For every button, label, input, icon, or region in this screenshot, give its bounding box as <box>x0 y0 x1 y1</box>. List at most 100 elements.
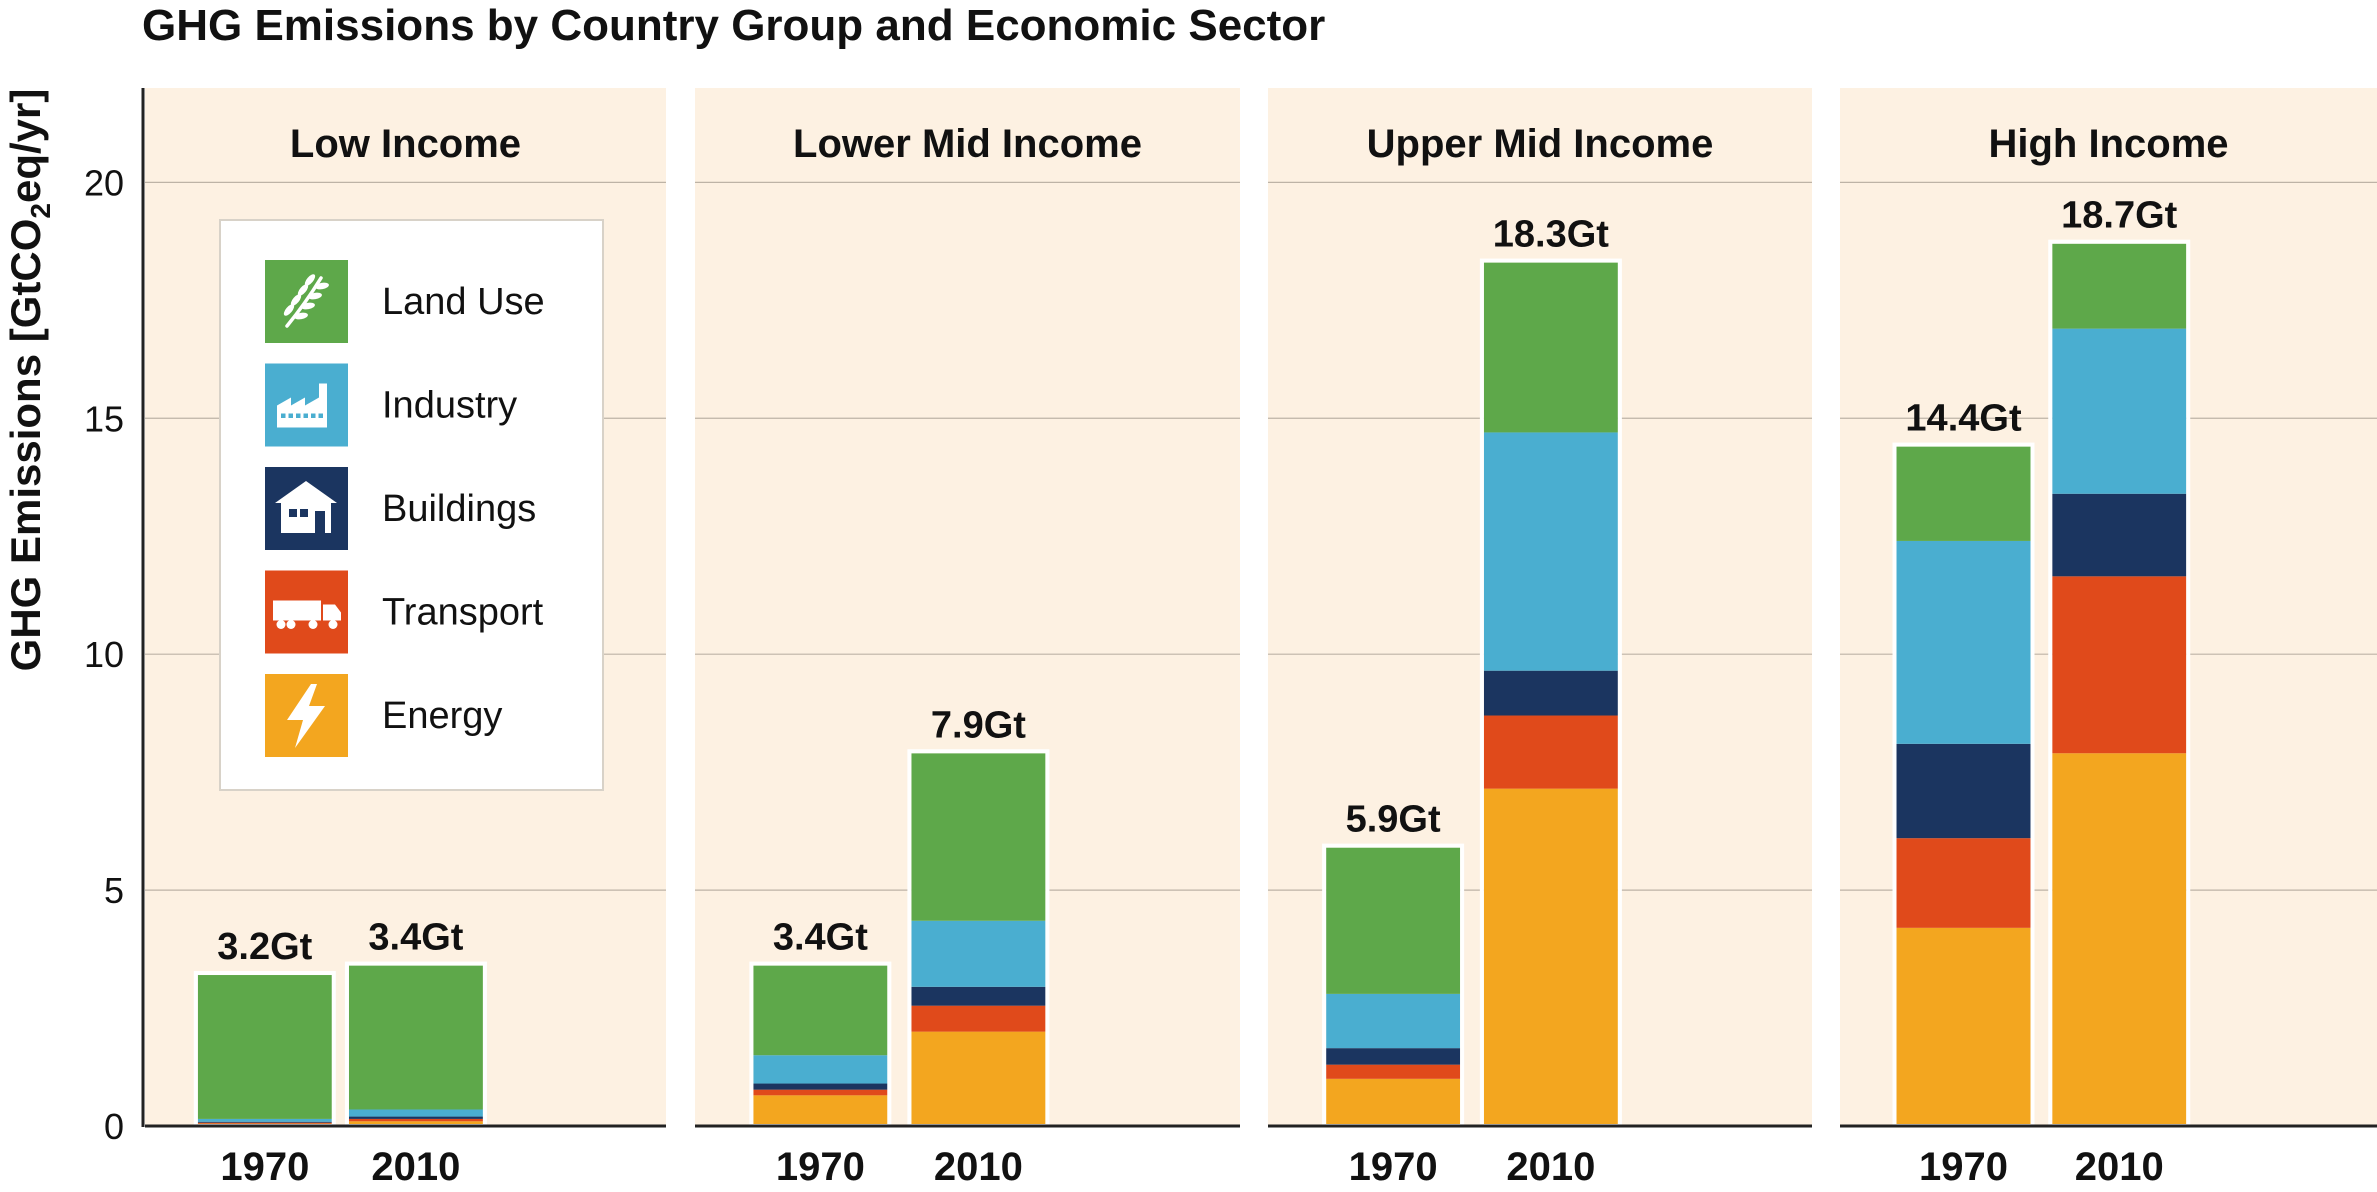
legend-label: Buildings <box>382 488 536 530</box>
bar-total-label: 18.7Gt <box>2061 195 2178 237</box>
bar-segment-energy <box>348 1121 483 1126</box>
bar-total-label: 3.2Gt <box>217 926 312 968</box>
wheat-grain <box>304 274 316 286</box>
bar-segment-energy <box>1896 927 2031 1126</box>
bar-segment-transport <box>1896 838 2031 928</box>
legend-item: Energy <box>265 674 502 757</box>
house-window <box>289 509 297 517</box>
bar-segment-transport <box>753 1089 888 1096</box>
wheat-grain <box>308 292 322 300</box>
wheat-grain <box>290 294 302 306</box>
bar-segment-transport <box>911 1005 1046 1032</box>
y-axis-label-part: eq/yr] <box>2 89 49 203</box>
bar-segment-buildings <box>1896 743 2031 839</box>
legend-item: Land Use <box>265 260 545 343</box>
bar-segment-industry <box>348 1109 483 1117</box>
legend-label: Industry <box>382 385 517 427</box>
factory-icon <box>277 383 327 428</box>
panel-title: High Income <box>1988 122 2228 166</box>
wheat-stalk <box>285 276 323 328</box>
bar-stack <box>1322 843 1465 1128</box>
bar-segment-buildings <box>753 1083 888 1090</box>
x-tick-label: 2010 <box>1506 1145 1595 1189</box>
bar-segment-buildings <box>1483 670 1618 716</box>
wheat-grain <box>294 312 308 320</box>
bar-segment-land-use <box>1483 262 1618 433</box>
bar-total-label: 3.4Gt <box>368 917 463 959</box>
bar-segment-land-use <box>911 753 1046 921</box>
bar-segment-energy <box>1326 1078 1461 1126</box>
bar-stack <box>1892 442 2035 1128</box>
x-tick-label: 1970 <box>220 1145 309 1189</box>
wheat-grain <box>283 304 295 316</box>
panel-title: Upper Mid Income <box>1367 122 1714 166</box>
bar-stack <box>907 749 1050 1128</box>
house-window <box>300 509 308 517</box>
house-door <box>315 511 325 533</box>
bar-total-label: 5.9Gt <box>1346 799 1441 841</box>
bar-segment-transport <box>2052 576 2187 754</box>
legend-label: Energy <box>382 695 502 737</box>
bar-segment-industry <box>753 1055 888 1084</box>
bar-segment-industry <box>1896 540 2031 744</box>
bar-total-label: 14.4Gt <box>1905 398 2022 440</box>
x-tick-label: 1970 <box>1919 1145 2008 1189</box>
truck-icon <box>273 600 341 629</box>
y-tick-label: 15 <box>84 398 124 439</box>
bar-segment-transport <box>197 1122 332 1124</box>
wheat-grain <box>297 284 309 296</box>
legend-item: Buildings <box>265 467 536 550</box>
factory-window <box>318 413 323 418</box>
bar-segment-buildings <box>348 1116 483 1119</box>
factory-window <box>303 413 308 418</box>
bar-segment-transport <box>1483 715 1618 789</box>
bar-total-label: 3.4Gt <box>773 917 868 959</box>
bar-stack <box>749 961 892 1129</box>
y-tick-label: 0 <box>104 1106 124 1147</box>
wheat-grain <box>315 282 329 290</box>
bar-total-label: 18.3Gt <box>1493 214 1610 256</box>
bar-segment-transport <box>348 1118 483 1122</box>
y-tick-label: 20 <box>84 162 124 203</box>
bar-segment-buildings <box>2052 493 2187 577</box>
bar-total-label: 7.9Gt <box>931 704 1026 746</box>
bar-stack <box>193 971 336 1128</box>
bar-segment-industry <box>197 1118 332 1122</box>
factory-window <box>311 413 316 418</box>
y-tick-label: 10 <box>84 634 124 675</box>
panel-title: Lower Mid Income <box>793 122 1142 166</box>
panel-title: Low Income <box>290 122 521 166</box>
bar-segment-buildings <box>911 986 1046 1006</box>
x-tick-label: 2010 <box>371 1145 460 1189</box>
truck-trailer <box>273 600 321 621</box>
truck-wheel <box>328 620 338 629</box>
wheat-grain <box>301 302 315 310</box>
chart-title: GHG Emissions by Country Group and Econo… <box>142 1 1325 50</box>
bar-segment-land-use <box>1326 847 1461 994</box>
bar-segment-industry <box>2052 328 2187 494</box>
truck-wheel <box>308 620 318 629</box>
factory-window <box>281 413 286 418</box>
wheat-icon <box>283 274 329 328</box>
bar-segment-land-use <box>2052 243 2187 329</box>
legend: Land Use Industry Buildings Transport Energy <box>219 219 604 791</box>
legend-label: Transport <box>382 592 544 634</box>
bar-segment-buildings <box>197 1121 332 1123</box>
bar-stack <box>344 961 487 1129</box>
x-tick-label: 1970 <box>776 1145 865 1189</box>
bar-stack <box>2048 239 2191 1128</box>
bar-segment-transport <box>1326 1064 1461 1079</box>
bar-segment-energy <box>1483 788 1618 1126</box>
bar-segment-energy <box>2052 753 2187 1126</box>
x-tick-label: 2010 <box>934 1145 1023 1189</box>
truck-wheel <box>286 620 296 629</box>
bar-stack <box>1479 258 1622 1128</box>
legend-item: Transport <box>265 570 544 654</box>
y-axis-label-part: GHG Emissions [GtCO <box>2 219 49 672</box>
bar-segment-energy <box>911 1031 1046 1126</box>
bar-segment-land-use <box>348 965 483 1110</box>
house-icon <box>275 481 337 533</box>
bar-segment-industry <box>1326 993 1461 1049</box>
bar-segment-land-use <box>1896 446 2031 541</box>
factory-window <box>288 413 293 418</box>
